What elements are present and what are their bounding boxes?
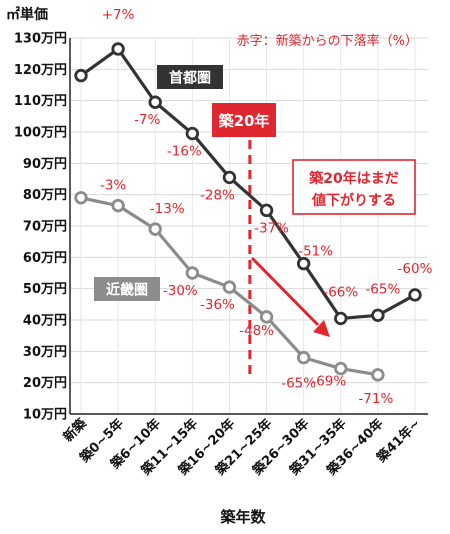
- drop-rate-label: -60%: [398, 261, 433, 277]
- drop-rate-label: -65%: [365, 281, 400, 297]
- y-tick-label: 110万円: [14, 94, 67, 109]
- drop-rate-labels: +7% -7% -16% -28% -37% -51% -66% -65% -60% -3% -13…: [100, 7, 433, 407]
- drop-rate-label: -51%: [298, 244, 333, 260]
- grid: [70, 37, 428, 415]
- trend-arrow: [250, 256, 320, 327]
- y-tick-label: 90万円: [23, 157, 67, 172]
- data-point: [222, 170, 237, 185]
- callout-line: 築20年はまだ: [308, 170, 398, 187]
- data-point: [74, 191, 88, 205]
- series-badge-label: 近畿圏: [106, 282, 148, 299]
- y-tick-label: 30万円: [23, 345, 67, 360]
- drop-rate-label: -13%: [150, 201, 185, 217]
- data-point: [296, 256, 311, 271]
- data-point: [296, 350, 311, 365]
- data-point: [334, 361, 348, 376]
- drop-rate-label: -36%: [200, 297, 235, 313]
- drop-rate-label: +7%: [102, 7, 135, 23]
- data-point: [371, 308, 385, 323]
- y-tick-label: 100万円: [14, 126, 67, 141]
- y-axis-title: ㎡単価: [6, 6, 48, 23]
- note-text: 赤字：新築からの下落率（%）: [237, 33, 418, 49]
- drop-rate-label: -69%: [311, 374, 346, 390]
- data-point: [259, 203, 274, 218]
- year20-badge-label: 築20年: [218, 112, 270, 130]
- y-tick-label: 50万円: [23, 282, 67, 297]
- drop-rate-label: -16%: [167, 144, 202, 160]
- drop-rate-label: -71%: [358, 391, 393, 407]
- series-badge-label: 首都圏: [169, 70, 211, 87]
- drop-rate-label: -37%: [254, 220, 289, 236]
- data-point: [222, 280, 237, 294]
- drop-rate-label: -30%: [163, 283, 198, 299]
- callout-box: [292, 159, 416, 215]
- drop-rate-label: -65%: [281, 376, 316, 392]
- drop-rate-label: -3%: [100, 178, 126, 194]
- series-badge: [94, 277, 160, 301]
- data-point: [334, 311, 348, 326]
- series-layer: [74, 42, 422, 382]
- x-axis: 新築築0~5年築6~10年築11~15年築16~20年築21~25年築26~30…: [60, 413, 428, 479]
- y-tick-label: 80万円: [23, 188, 67, 203]
- year20-badge: [212, 103, 276, 137]
- x-axis-title: 築年数: [219, 508, 266, 526]
- data-point: [185, 126, 200, 141]
- drop-rate-label: -66%: [323, 284, 358, 300]
- trend-arrowhead: [313, 320, 330, 337]
- y-tick-label: 120万円: [14, 63, 67, 78]
- data-point: [111, 198, 125, 213]
- drop-rate-label: -48%: [239, 323, 274, 339]
- data-point: [371, 368, 385, 382]
- drop-rate-label: -28%: [200, 187, 235, 203]
- y-axis: 10万円 20万円 30万円 40万円 50万円 60万円 70万円 80万円 90万円 100万…: [14, 32, 71, 423]
- data-point: [148, 95, 162, 109]
- data-point: [408, 288, 422, 302]
- y-tick-label: 10万円: [23, 408, 67, 423]
- y-tick-label: 60万円: [23, 251, 67, 266]
- y-tick-label: 70万円: [23, 220, 67, 235]
- data-point: [259, 310, 274, 324]
- series-line: [80, 47, 416, 321]
- callout-line: 値下がりする: [311, 192, 396, 209]
- data-point: [148, 222, 162, 236]
- data-point: [74, 68, 88, 83]
- data-point: [111, 42, 125, 56]
- y-tick-label: 20万円: [23, 376, 67, 391]
- y-tick-label: 130万円: [14, 32, 67, 47]
- series-badge: [157, 65, 223, 89]
- drop-rate-label: -7%: [134, 112, 160, 128]
- y-tick-label: 40万円: [23, 314, 67, 329]
- data-point: [185, 266, 200, 280]
